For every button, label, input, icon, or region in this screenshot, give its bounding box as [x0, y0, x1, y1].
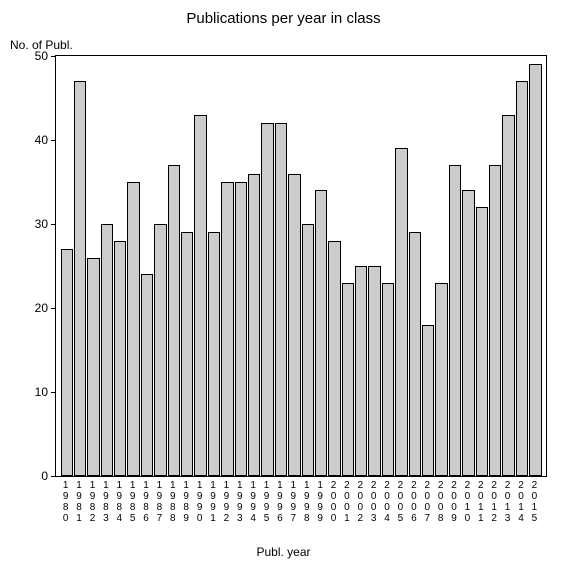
x-tick-label: 2008	[434, 480, 447, 524]
x-tick-label: 2015	[528, 480, 541, 524]
bar	[409, 232, 421, 476]
x-tick-label: 1989	[180, 480, 193, 524]
x-tick-label: 2001	[340, 480, 353, 524]
bar	[489, 165, 501, 476]
bar	[368, 266, 380, 476]
bar	[476, 207, 488, 476]
bar	[449, 165, 461, 476]
bar	[261, 123, 273, 476]
x-tick-label: 1993	[233, 480, 246, 524]
bar	[302, 224, 314, 476]
y-tick-mark	[51, 476, 56, 477]
x-tick-label: 1981	[72, 480, 85, 524]
bar	[315, 190, 327, 476]
bar	[462, 190, 474, 476]
bar	[435, 283, 447, 476]
x-tick-label: 2007	[421, 480, 434, 524]
y-tick-mark	[51, 308, 56, 309]
bar	[328, 241, 340, 476]
x-axis-label: Publ. year	[0, 545, 567, 559]
x-ticks: 1980198119821983198419851986198719881989…	[55, 480, 545, 524]
y-tick-mark	[51, 56, 56, 57]
x-tick-label: 1995	[260, 480, 273, 524]
x-tick-label: 2000	[327, 480, 340, 524]
bar	[235, 182, 247, 476]
x-tick-label: 2009	[447, 480, 460, 524]
x-tick-label: 1988	[166, 480, 179, 524]
bar	[127, 182, 139, 476]
y-tick-mark	[51, 224, 56, 225]
bar	[355, 266, 367, 476]
x-tick-label: 1986	[139, 480, 152, 524]
x-tick-label: 1998	[300, 480, 313, 524]
bar	[529, 64, 541, 476]
bar	[101, 224, 113, 476]
x-tick-label: 2006	[407, 480, 420, 524]
bar	[275, 123, 287, 476]
x-tick-label: 2002	[354, 480, 367, 524]
x-tick-label: 2004	[380, 480, 393, 524]
x-tick-label: 1990	[193, 480, 206, 524]
bar	[382, 283, 394, 476]
x-tick-label: 1999	[313, 480, 326, 524]
x-tick-label: 2010	[461, 480, 474, 524]
x-tick-label: 2014	[514, 480, 527, 524]
bar	[141, 274, 153, 476]
x-tick-label: 2003	[367, 480, 380, 524]
bar	[74, 81, 86, 476]
y-tick-mark	[51, 392, 56, 393]
x-tick-label: 1996	[273, 480, 286, 524]
x-tick-label: 1987	[153, 480, 166, 524]
x-tick-label: 1980	[59, 480, 72, 524]
x-tick-label: 1984	[113, 480, 126, 524]
bar	[87, 258, 99, 476]
bar	[181, 232, 193, 476]
x-tick-label: 1985	[126, 480, 139, 524]
bar	[248, 174, 260, 476]
bar	[221, 182, 233, 476]
bars-group	[56, 56, 546, 476]
bar	[61, 249, 73, 476]
bar	[194, 115, 206, 476]
bar	[422, 325, 434, 476]
bar	[208, 232, 220, 476]
x-tick-label: 2012	[488, 480, 501, 524]
x-tick-label: 2013	[501, 480, 514, 524]
x-tick-label: 1997	[287, 480, 300, 524]
bar	[516, 81, 528, 476]
x-tick-label: 1994	[246, 480, 259, 524]
bar	[502, 115, 514, 476]
bar	[288, 174, 300, 476]
chart-title: Publications per year in class	[0, 10, 567, 27]
x-tick-label: 2011	[474, 480, 487, 524]
bar	[168, 165, 180, 476]
y-tick-mark	[51, 140, 56, 141]
x-tick-label: 1983	[99, 480, 112, 524]
x-tick-label: 1992	[220, 480, 233, 524]
x-tick-label: 1991	[206, 480, 219, 524]
bar	[114, 241, 126, 476]
plot-area: 01020304050	[55, 55, 547, 477]
bar	[342, 283, 354, 476]
x-tick-label: 2005	[394, 480, 407, 524]
bar	[154, 224, 166, 476]
x-tick-label: 1982	[86, 480, 99, 524]
chart-container: Publications per year in class No. of Pu…	[0, 0, 567, 567]
bar	[395, 148, 407, 476]
